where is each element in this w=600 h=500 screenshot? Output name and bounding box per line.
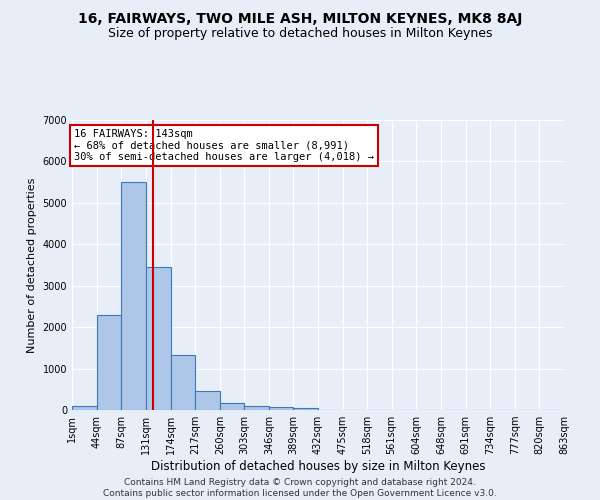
Bar [269, 407, 293, 410]
Bar [195, 390, 220, 410]
Bar [244, 406, 269, 410]
X-axis label: Distribution of detached houses by size in Milton Keynes: Distribution of detached houses by size … [151, 460, 485, 473]
Y-axis label: Number of detached properties: Number of detached properties [27, 178, 37, 352]
Text: Size of property relative to detached houses in Milton Keynes: Size of property relative to detached ho… [108, 28, 492, 40]
Bar [220, 404, 244, 410]
Bar [171, 356, 195, 410]
Bar [97, 314, 121, 410]
Text: 16, FAIRWAYS, TWO MILE ASH, MILTON KEYNES, MK8 8AJ: 16, FAIRWAYS, TWO MILE ASH, MILTON KEYNE… [78, 12, 522, 26]
Bar [293, 408, 318, 410]
Text: 16 FAIRWAYS: 143sqm
← 68% of detached houses are smaller (8,991)
30% of semi-det: 16 FAIRWAYS: 143sqm ← 68% of detached ho… [74, 129, 374, 162]
Bar [72, 406, 97, 410]
Bar [146, 267, 171, 410]
Bar [121, 182, 146, 410]
Text: Contains HM Land Registry data © Crown copyright and database right 2024.
Contai: Contains HM Land Registry data © Crown c… [103, 478, 497, 498]
